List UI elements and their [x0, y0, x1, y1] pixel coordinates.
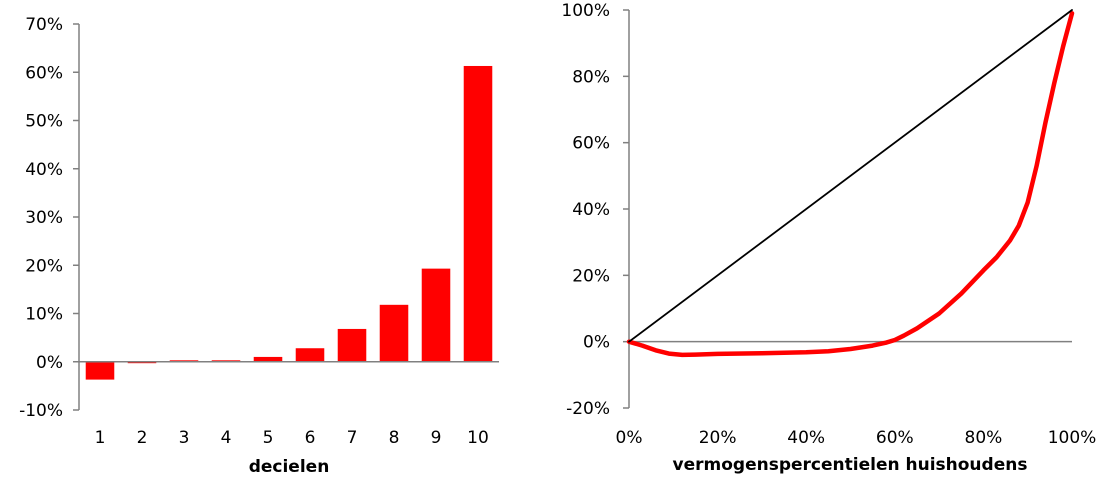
bar-x-tick-label: 1: [95, 428, 106, 448]
cumulative-line-chart: -20% 0% 20% 40% 60% 80% 100% 0% 20% 40% 60% 80% 100%: [561, 1, 1096, 448]
bar-chart-x-axis-title: decielen: [249, 457, 330, 477]
bar-9: [421, 268, 451, 362]
bar-1: [85, 361, 115, 380]
bar-y-tick-label: 50%: [25, 112, 63, 132]
equality-diagonal-line: [628, 9, 1073, 343]
bar-5: [253, 356, 283, 362]
bar-8: [379, 304, 409, 362]
bar-6: [295, 348, 325, 362]
bar-y-tick-label: 30%: [25, 208, 63, 228]
bar-y-tick-label: 40%: [25, 160, 63, 180]
line-x-tick-label: 40%: [787, 428, 825, 448]
bar-x-tick-label: 9: [431, 428, 442, 448]
wealth-share-curve-line: [626, 11, 1075, 358]
bar-y-tick-label: 20%: [25, 256, 63, 276]
line-x-tick-label: 20%: [699, 428, 737, 448]
bar-x-tick-label: 8: [389, 428, 400, 448]
bar-x-tick-label: 2: [137, 428, 148, 448]
line-x-tick-label: 60%: [876, 428, 914, 448]
line-y-tick-label: -20%: [566, 399, 610, 419]
bar-y-tick-label: -10%: [19, 401, 63, 421]
line-chart-x-axis-title: vermogenspercentielen huishoudens: [673, 455, 1028, 475]
line-x-tick-label: 80%: [965, 428, 1003, 448]
bar-y-tick-label: 0%: [36, 353, 63, 373]
bar-x-tick-label: 10: [467, 428, 489, 448]
bar-chart: -10% 0% 10% 20% 30% 40% 50% 60% 70% 1 2 3 4 5 6 7 8 9 10: [19, 15, 499, 448]
bar-y-tick-label: 10%: [25, 305, 63, 325]
bar-x-tick-label: 7: [347, 428, 358, 448]
line-y-tick-label: 60%: [572, 134, 610, 154]
bar-10: [463, 65, 493, 362]
line-y-tick-label: 0%: [583, 333, 610, 353]
bar-x-tick-label: 6: [305, 428, 316, 448]
line-y-tick-label: 100%: [561, 1, 610, 21]
bar-x-tick-label: 5: [263, 428, 274, 448]
line-x-tick-label: 100%: [1048, 428, 1097, 448]
bar-x-tick-label: 3: [179, 428, 190, 448]
line-y-tick-label: 20%: [572, 266, 610, 286]
bar-x-tick-label: 4: [221, 428, 232, 448]
line-y-tick-label: 80%: [572, 67, 610, 87]
bar-y-tick-label: 70%: [25, 15, 63, 35]
line-x-tick-label: 0%: [616, 428, 643, 448]
line-y-tick-label: 40%: [572, 200, 610, 220]
bar-y-tick-label: 60%: [25, 63, 63, 83]
bar-7: [337, 328, 367, 362]
